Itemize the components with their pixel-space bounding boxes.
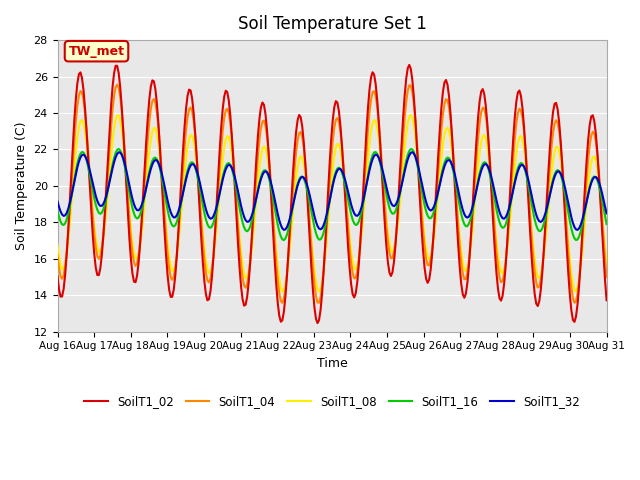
SoilT1_16	[237, 213, 245, 218]
Line: SoilT1_08: SoilT1_08	[58, 115, 607, 291]
SoilT1_08	[121, 157, 129, 163]
X-axis label: Time: Time	[317, 357, 348, 370]
SoilT1_04	[54, 252, 61, 258]
SoilT1_04	[246, 257, 254, 263]
SoilT1_04	[219, 128, 227, 134]
SoilT1_16	[115, 146, 122, 152]
SoilT1_08	[575, 277, 583, 283]
SoilT1_08	[407, 112, 415, 118]
SoilT1_32	[236, 196, 243, 202]
SoilT1_02	[245, 279, 253, 285]
Legend: SoilT1_02, SoilT1_04, SoilT1_08, SoilT1_16, SoilT1_32: SoilT1_02, SoilT1_04, SoilT1_08, SoilT1_…	[79, 390, 585, 413]
SoilT1_08	[218, 172, 225, 178]
SoilT1_08	[603, 262, 611, 267]
SoilT1_32	[603, 210, 611, 216]
SoilT1_04	[603, 275, 611, 280]
SoilT1_32	[573, 227, 581, 233]
SoilT1_08	[245, 269, 253, 275]
SoilT1_16	[246, 224, 254, 229]
SoilT1_04	[113, 82, 121, 87]
SoilT1_16	[219, 174, 227, 180]
SoilT1_04	[278, 300, 286, 306]
Line: SoilT1_02: SoilT1_02	[58, 65, 607, 323]
SoilT1_16	[122, 172, 130, 178]
SoilT1_32	[575, 226, 583, 231]
SoilT1_08	[236, 235, 243, 240]
SoilT1_16	[297, 174, 305, 180]
SoilT1_02	[603, 298, 611, 303]
Line: SoilT1_04: SoilT1_04	[58, 84, 607, 303]
SoilT1_16	[575, 234, 583, 240]
SoilT1_02	[218, 125, 225, 131]
SoilT1_32	[408, 149, 416, 155]
SoilT1_32	[218, 183, 225, 189]
SoilT1_02	[294, 117, 301, 123]
SoilT1_02	[121, 156, 129, 162]
Text: TW_met: TW_met	[68, 45, 125, 58]
Line: SoilT1_16: SoilT1_16	[58, 149, 607, 240]
SoilT1_04	[575, 278, 583, 284]
SoilT1_02	[314, 320, 321, 326]
SoilT1_02	[236, 264, 243, 270]
Y-axis label: Soil Temperature (C): Soil Temperature (C)	[15, 121, 28, 250]
SoilT1_02	[575, 284, 583, 289]
SoilT1_04	[237, 262, 245, 267]
SoilT1_04	[122, 172, 130, 178]
SoilT1_16	[280, 237, 288, 243]
SoilT1_16	[54, 208, 61, 214]
Line: SoilT1_32: SoilT1_32	[58, 152, 607, 230]
SoilT1_02	[54, 274, 61, 279]
SoilT1_32	[121, 161, 129, 167]
SoilT1_08	[54, 242, 61, 248]
SoilT1_02	[405, 62, 413, 68]
SoilT1_08	[294, 164, 301, 170]
SoilT1_32	[245, 219, 253, 225]
SoilT1_04	[297, 129, 305, 135]
SoilT1_32	[54, 199, 61, 204]
SoilT1_16	[603, 221, 611, 227]
Title: Soil Temperature Set 1: Soil Temperature Set 1	[237, 15, 426, 33]
SoilT1_32	[294, 182, 301, 188]
SoilT1_08	[316, 288, 323, 294]
